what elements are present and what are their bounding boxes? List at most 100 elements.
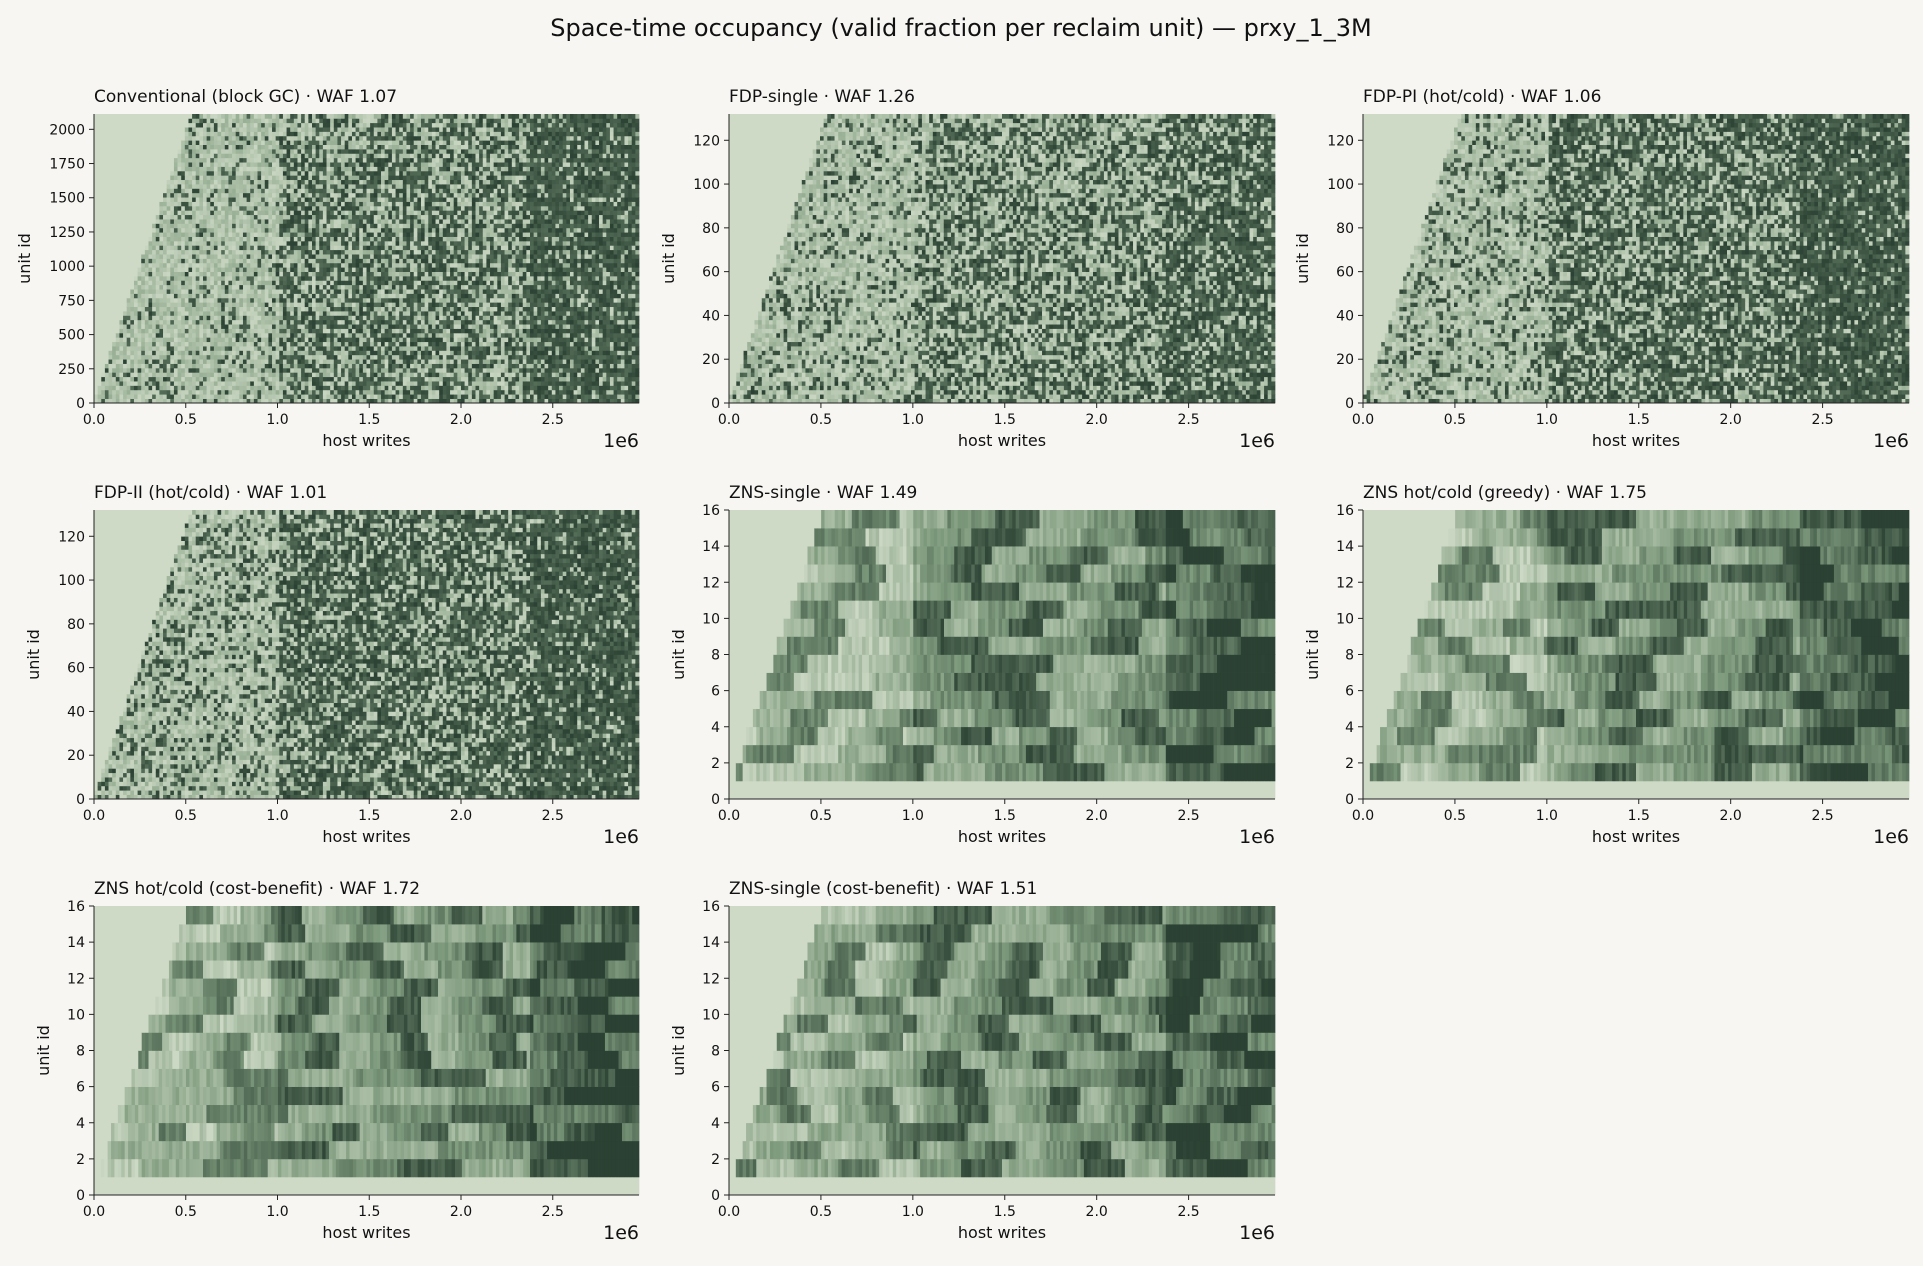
heatmap-cell — [221, 315, 225, 320]
heatmap-cell — [141, 377, 145, 382]
heatmap-cell — [170, 132, 174, 137]
heatmap-cell — [127, 337, 131, 342]
heatmap-cell — [134, 127, 138, 132]
heatmap-cell — [112, 342, 116, 347]
heatmap-cell — [174, 263, 178, 268]
heatmap-cell — [123, 302, 127, 307]
heatmap-cell — [214, 298, 218, 303]
heatmap-cell — [119, 311, 123, 316]
heatmap-cell — [127, 114, 131, 119]
heatmap-cell — [156, 372, 160, 377]
heatmap-cell — [101, 245, 105, 250]
heatmap-cell — [123, 153, 127, 158]
heatmap-cell — [170, 302, 174, 307]
heatmap-cell — [123, 342, 127, 347]
heatmap-cell — [170, 215, 174, 220]
heatmap-cell — [159, 114, 163, 119]
heatmap-cell — [112, 237, 116, 242]
heatmap-cell — [188, 237, 192, 242]
heatmap-cell — [185, 289, 189, 294]
heatmap-cell — [141, 158, 145, 163]
heatmap-cell — [94, 333, 98, 338]
heatmap-cell — [134, 184, 138, 189]
heatmap-cell — [138, 368, 142, 373]
heatmap-cell — [167, 372, 171, 377]
heatmap-cell — [218, 184, 222, 189]
heatmap-cell — [188, 193, 192, 198]
heatmap-cell — [156, 390, 160, 395]
heatmap-cell — [127, 237, 131, 242]
heatmap-cell — [98, 280, 102, 285]
heatmap-cell — [221, 337, 225, 342]
heatmap-cell — [221, 180, 225, 185]
heatmap-cell — [221, 245, 225, 250]
heatmap-cell — [196, 276, 200, 281]
heatmap-cell — [185, 171, 189, 176]
heatmap-cell — [181, 364, 185, 369]
heatmap-cell — [149, 259, 153, 264]
heatmap-cell — [101, 167, 105, 172]
heatmap-cell — [170, 219, 174, 224]
heatmap-cell — [192, 324, 196, 329]
heatmap-cell — [101, 132, 105, 137]
heatmap-cell — [203, 123, 207, 128]
heatmap-cell — [119, 153, 123, 158]
heatmap-cell — [141, 311, 145, 316]
heatmap-cell — [116, 272, 120, 277]
heatmap-cell — [145, 259, 149, 264]
heatmap-cell — [163, 215, 167, 220]
heatmap-cell — [181, 167, 185, 172]
heatmap-cell — [210, 123, 214, 128]
heatmap-cell — [105, 381, 109, 386]
heatmap-cell — [109, 267, 113, 272]
heatmap-cell — [101, 184, 105, 189]
heatmap-cell — [105, 171, 109, 176]
heatmap-cell — [123, 193, 127, 198]
heatmap-cell — [203, 302, 207, 307]
heatmap-cell — [196, 118, 200, 123]
heatmap-cell — [203, 158, 207, 163]
heatmap-cell — [109, 307, 113, 312]
heatmap-cell — [214, 123, 218, 128]
heatmap-cell — [119, 184, 123, 189]
heatmap-cell — [98, 377, 102, 382]
heatmap-cell — [188, 390, 192, 395]
heatmap-cell — [163, 377, 167, 382]
heatmap-cell — [188, 285, 192, 290]
heatmap-cell — [181, 381, 185, 386]
heatmap-cell — [203, 184, 207, 189]
heatmap-cell — [141, 132, 145, 137]
heatmap-cell — [127, 188, 131, 193]
heatmap-cell — [170, 342, 174, 347]
heatmap-cell — [98, 259, 102, 264]
heatmap-cell — [178, 210, 182, 215]
heatmap-cell — [199, 167, 203, 172]
heatmap-cell — [167, 294, 171, 299]
heatmap-cell — [207, 280, 211, 285]
heatmap-cell — [156, 188, 160, 193]
heatmap-cell — [116, 250, 120, 255]
heatmap-cell — [141, 153, 145, 158]
heatmap-cell — [112, 162, 116, 167]
heatmap-cell — [156, 280, 160, 285]
heatmap-cell — [156, 118, 160, 123]
heatmap-cell — [159, 171, 163, 176]
heatmap-cell — [181, 245, 185, 250]
heatmap-cell — [119, 350, 123, 355]
heatmap-cell — [196, 184, 200, 189]
heatmap-cell — [105, 324, 109, 329]
heatmap-cell — [178, 145, 182, 150]
heatmap-cell — [149, 197, 153, 202]
heatmap-cell — [199, 193, 203, 198]
heatmap-cell — [134, 197, 138, 202]
heatmap-cell — [163, 193, 167, 198]
heatmap-cell — [94, 132, 98, 137]
heatmap-cell — [152, 175, 156, 180]
heatmap-cell — [199, 127, 203, 132]
heatmap-cell — [218, 324, 222, 329]
heatmap-cell — [218, 272, 222, 277]
heatmap-cell — [149, 307, 153, 312]
heatmap-cell — [170, 355, 174, 360]
heatmap-cell — [116, 171, 120, 176]
